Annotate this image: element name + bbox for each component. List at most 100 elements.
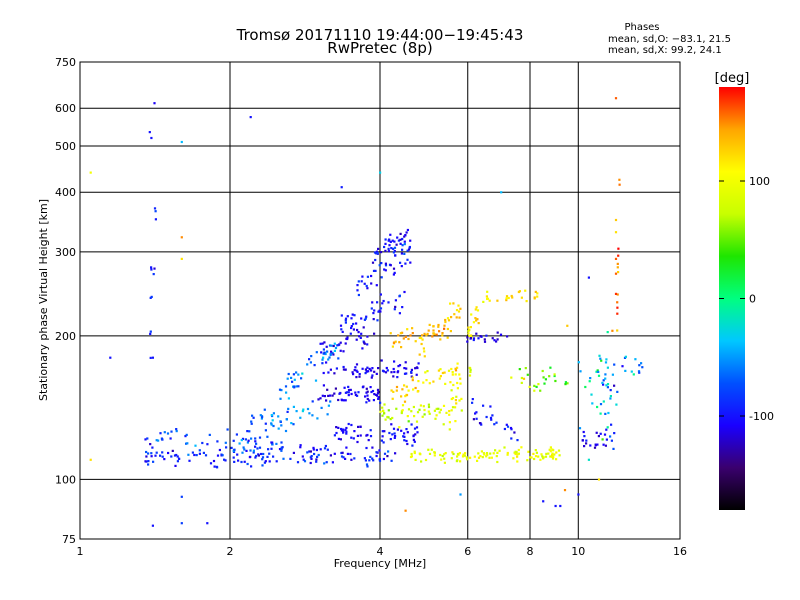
echo-point <box>292 423 295 426</box>
echo-point <box>455 395 458 398</box>
echo-point <box>616 301 619 304</box>
echo-point <box>387 301 390 304</box>
echo-point <box>578 427 582 430</box>
echo-point <box>206 522 209 525</box>
echo-point <box>439 408 442 411</box>
echo-point <box>480 450 483 453</box>
echo-point <box>185 433 188 436</box>
stats-line-o: mean, sd,O: −83.1, 21.5 <box>608 34 731 45</box>
echo-point <box>360 280 363 283</box>
echo-point <box>342 350 345 353</box>
colorbar-tick-label: 100 <box>749 175 770 188</box>
echo-point <box>460 409 463 412</box>
echo-point <box>456 452 460 456</box>
echo-point <box>601 438 604 441</box>
echo-point <box>180 236 183 239</box>
echo-point <box>355 322 358 325</box>
echo-point <box>386 455 389 458</box>
echo-point <box>616 329 619 332</box>
echo-point <box>89 458 92 461</box>
echo-point <box>406 228 409 232</box>
echo-point <box>407 337 410 341</box>
echo-point <box>144 438 147 441</box>
echo-point <box>384 418 387 421</box>
y-tick-label: 500 <box>55 140 76 153</box>
echo-point <box>613 384 616 387</box>
echo-point <box>245 449 248 452</box>
echo-point <box>458 399 461 402</box>
x-axis-ticks: 1 2 4 6 8 10 16 <box>77 545 688 558</box>
echo-point <box>267 448 270 451</box>
echo-point <box>409 334 412 337</box>
echo-point <box>146 437 149 440</box>
x-tick-label: 10 <box>571 545 585 558</box>
echo-point <box>270 447 273 450</box>
echo-point <box>597 374 601 377</box>
echo-point <box>252 451 255 454</box>
echo-point <box>403 432 406 435</box>
y-tick-label: 300 <box>55 246 76 259</box>
echo-point <box>371 457 374 460</box>
echo-point <box>337 426 340 429</box>
echo-point <box>401 404 405 407</box>
echo-point <box>383 430 386 433</box>
echo-point <box>352 437 355 440</box>
echo-point <box>226 428 229 431</box>
echo-point <box>386 415 389 419</box>
echo-point <box>552 453 555 456</box>
echo-point <box>412 438 415 441</box>
echo-point <box>254 456 257 459</box>
echo-point <box>617 254 620 257</box>
echo-point <box>539 389 542 392</box>
echo-point <box>373 251 377 254</box>
echo-point <box>356 284 359 287</box>
echo-point <box>340 451 343 455</box>
echo-point <box>599 403 603 406</box>
echo-point <box>510 428 513 431</box>
echo-point <box>346 452 349 455</box>
echo-point <box>517 290 520 294</box>
echo-point <box>278 448 282 451</box>
echo-point <box>335 367 338 370</box>
echo-point <box>488 299 491 302</box>
echo-point <box>315 448 318 452</box>
echo-point <box>366 394 369 397</box>
echo-point <box>342 365 345 369</box>
echo-point <box>198 449 201 452</box>
echo-point <box>375 451 378 454</box>
echo-point <box>543 382 546 385</box>
echo-point <box>341 451 344 454</box>
echo-point <box>459 377 462 380</box>
echo-point <box>309 450 312 453</box>
echo-point <box>345 432 348 435</box>
echo-point <box>444 320 447 324</box>
echo-point <box>363 457 366 460</box>
echo-point <box>395 243 398 246</box>
echo-point <box>366 366 369 369</box>
echo-point <box>533 384 536 387</box>
echo-point <box>354 366 357 369</box>
echo-point <box>392 247 395 250</box>
echo-point <box>377 397 380 400</box>
echo-point <box>337 357 340 360</box>
echo-point <box>417 380 420 383</box>
echo-point <box>259 414 262 417</box>
echo-point <box>551 457 555 460</box>
echo-point <box>401 248 404 251</box>
echo-point <box>366 390 369 393</box>
echo-point <box>407 408 411 411</box>
echo-point <box>342 456 345 459</box>
echo-point <box>344 319 347 322</box>
echo-point <box>372 459 375 462</box>
echo-point <box>153 102 156 105</box>
echo-point <box>464 452 467 455</box>
echo-point <box>421 415 424 418</box>
echo-point <box>280 424 283 427</box>
echo-point <box>272 455 275 458</box>
echo-point <box>236 453 239 456</box>
echo-point <box>471 398 474 401</box>
echo-point <box>339 349 342 352</box>
echo-point <box>541 455 544 458</box>
echo-point <box>409 261 412 264</box>
echo-point <box>389 233 392 236</box>
